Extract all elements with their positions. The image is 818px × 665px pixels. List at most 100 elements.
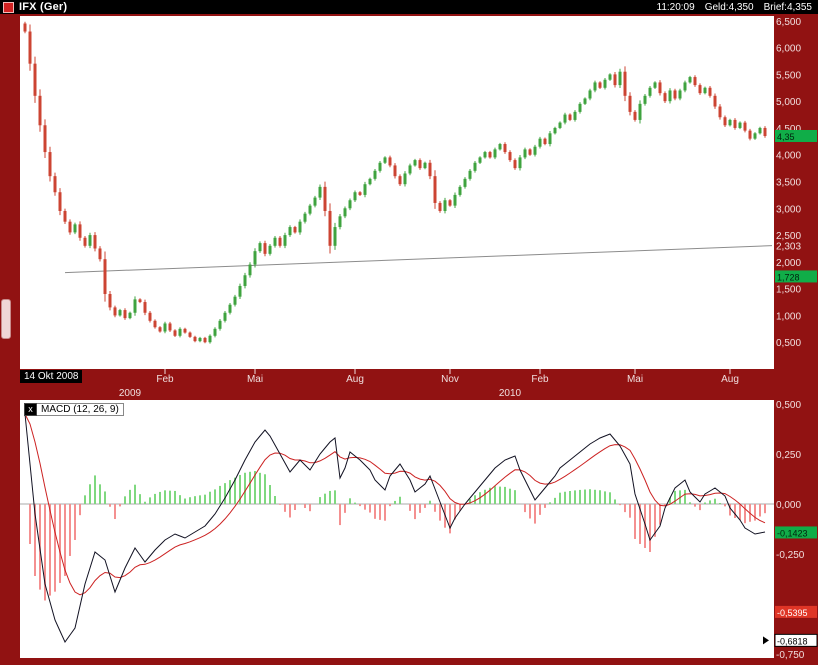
candle-body <box>648 87 652 96</box>
candle-body <box>693 77 697 86</box>
candle-body <box>163 323 167 332</box>
candle-body <box>763 127 767 136</box>
macd-chart-plot[interactable] <box>20 400 774 658</box>
price-axis-tick: 4,500 <box>776 124 801 135</box>
macd-axis-tick: 0,250 <box>776 450 801 461</box>
candle-body <box>438 202 442 211</box>
candle-body <box>723 117 727 126</box>
macd-axis-tick: 0,000 <box>776 500 801 511</box>
month-tick-label: Feb <box>531 374 549 385</box>
candle-body <box>468 170 472 179</box>
candle-body <box>718 106 722 118</box>
candle-body <box>333 227 337 246</box>
candle-body <box>408 165 412 174</box>
macd-signal-line <box>24 413 766 596</box>
candle-body <box>78 224 82 238</box>
candle-body <box>38 95 42 126</box>
candle-body <box>678 90 682 99</box>
candle-body <box>288 227 292 236</box>
candle-body <box>128 312 132 319</box>
candle-body <box>593 82 597 91</box>
candle-body <box>613 74 617 86</box>
panel-splitter-handle[interactable] <box>1 299 11 339</box>
candle-body <box>218 320 222 329</box>
price-axis-tick: 5,500 <box>776 70 801 81</box>
candle-body <box>698 85 702 94</box>
candle-body <box>293 227 297 233</box>
candle-body <box>393 165 397 177</box>
candle-body <box>193 336 197 342</box>
candle-body <box>753 133 757 139</box>
price-axis-tick: 6,500 <box>776 17 801 28</box>
candle-body <box>448 200 452 206</box>
candle-body <box>213 328 217 336</box>
bid-label: Geld:4,350 <box>704 1 754 13</box>
candle-body <box>203 337 207 343</box>
candle-body <box>738 122 742 128</box>
candle-body <box>253 251 257 265</box>
candle-body <box>588 90 592 99</box>
candle-body <box>368 178 372 185</box>
candle-body <box>63 210 67 222</box>
candle-body <box>188 332 192 337</box>
candle-body <box>88 235 92 246</box>
price-axis-tick: 0,500 <box>776 338 801 349</box>
candle-body <box>383 157 387 163</box>
price-value-badge <box>775 129 817 142</box>
candle-body <box>53 176 57 193</box>
candle-body <box>238 285 242 297</box>
price-axis-tick: 3,500 <box>776 178 801 189</box>
candle-body <box>158 327 162 332</box>
candle-body <box>608 74 612 80</box>
candle-body <box>343 208 347 217</box>
macd-value-badge-text: -0,1423 <box>777 528 808 538</box>
candle-body <box>518 157 522 169</box>
candle-body <box>423 162 427 169</box>
candle-body <box>403 173 407 185</box>
candle-body <box>278 237 282 246</box>
candle-body <box>273 237 277 246</box>
window-title-bar[interactable]: IFX (Ger) 11:20:09 Geld:4,350 Brief:4,35… <box>0 0 818 14</box>
price-value-badge-text: 4,35 <box>777 132 795 142</box>
price-axis-tick: 2,500 <box>776 231 801 242</box>
candle-body <box>573 111 577 120</box>
price-chart-plot[interactable] <box>20 16 774 369</box>
candle-body <box>743 122 747 131</box>
close-icon[interactable]: x <box>24 403 37 416</box>
candle-body <box>463 178 467 187</box>
trend-line[interactable] <box>64 245 773 274</box>
candle-body <box>563 114 567 123</box>
candle-body <box>688 77 692 83</box>
candle-body <box>353 192 357 201</box>
candle-body <box>263 243 267 254</box>
candle-body <box>68 221 72 233</box>
price-axis-tick: 1,000 <box>776 311 801 322</box>
candle-body <box>173 330 177 336</box>
axis-start-date-badge: 14 Okt 2008 <box>20 370 83 383</box>
candle-body <box>93 235 97 249</box>
candle-body <box>248 264 252 276</box>
candle-body <box>363 184 367 195</box>
candle-body <box>418 160 422 169</box>
macd-value-badge <box>775 526 817 539</box>
candle-body <box>83 237 87 246</box>
macd-axis-tick: -0,250 <box>776 550 805 561</box>
candle-body <box>473 162 477 171</box>
clock-label: 11:20:09 <box>656 1 695 13</box>
candle-body <box>298 221 302 233</box>
candle-body <box>338 216 342 228</box>
value-arrow-icon <box>763 636 769 645</box>
month-tick-label: Aug <box>721 374 739 385</box>
candle-body <box>283 235 287 246</box>
candle-body <box>308 205 312 214</box>
candle-body <box>133 299 137 313</box>
candle-body <box>378 162 382 171</box>
year-tick-label: 2010 <box>499 388 522 399</box>
candle-body <box>663 93 667 102</box>
macd-value-badge <box>775 605 817 618</box>
candle-body <box>183 328 187 333</box>
candle-body <box>458 186 462 195</box>
candle-body <box>228 304 232 313</box>
candle-body <box>328 210 332 246</box>
